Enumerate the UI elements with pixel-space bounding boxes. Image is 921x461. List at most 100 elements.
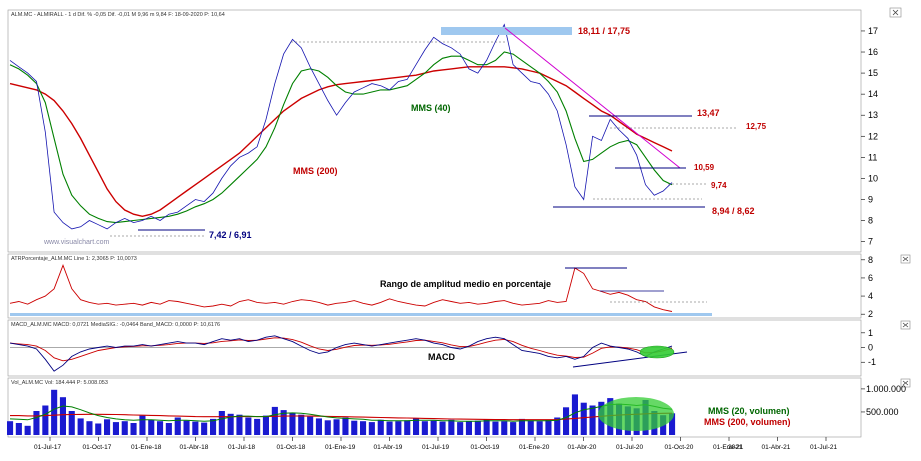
- volume-bar: [580, 402, 587, 435]
- volume-bar: [165, 423, 172, 435]
- volume-bar: [51, 389, 58, 435]
- x-tick-label: 01-Jul-17: [34, 444, 61, 451]
- volume-panel-header: Vol_ALM.MC Vol: 184.444 P: 5.008.053: [11, 380, 108, 386]
- volume-bar: [236, 414, 243, 435]
- x-tick-label: 01-Abr-19: [374, 444, 403, 451]
- volume-bar: [42, 405, 49, 435]
- volume-bar: [210, 418, 217, 435]
- atr-panel-label: Rango de amplitud medio en porcentaje: [380, 279, 551, 289]
- volume-bar: [368, 422, 375, 435]
- volume-bar: [218, 411, 225, 435]
- volume-bar: [554, 417, 561, 435]
- close-icon[interactable]: [900, 254, 911, 264]
- volume-bar: [510, 422, 517, 435]
- macd-highlight-ellipse: [639, 345, 675, 359]
- volume-y-tick-label: 500.000: [866, 407, 899, 417]
- volume-bar: [474, 420, 481, 435]
- resistance-zone-highlight: [441, 27, 572, 35]
- atr-baseline-highlight: [10, 313, 712, 316]
- volume-bar: [157, 421, 164, 435]
- volume-bar: [342, 417, 349, 435]
- atr-y-tick-label: 8: [868, 255, 873, 265]
- volume-bar: [139, 415, 146, 435]
- macd-panel-frame: [7, 319, 862, 377]
- x-tick-label: 01-Ene-21: [713, 444, 744, 451]
- volume-bar: [395, 421, 402, 435]
- volume-bar: [121, 421, 128, 435]
- series-mms-40-line: [9, 51, 673, 224]
- label-mms-40: MMS (40): [411, 103, 451, 113]
- volume-bar: [33, 411, 40, 435]
- series-volume-mms-20-line: [9, 403, 673, 422]
- x-tick-label: 01-Abr-18: [180, 444, 209, 451]
- volume-bar: [501, 421, 508, 435]
- macd-y-tick-label: 1: [868, 328, 873, 338]
- price-y-tick-label: 10: [868, 173, 878, 183]
- macd-y-tick-label: 0: [868, 343, 873, 353]
- atr-y-tick-label: 4: [868, 291, 873, 301]
- atr-panel-frame: [7, 253, 862, 319]
- volume-bar: [404, 420, 411, 435]
- volume-bar: [245, 417, 252, 435]
- volume-bar: [465, 421, 472, 435]
- volume-bar: [68, 411, 75, 435]
- x-tick-label: 01-Oct-20: [665, 444, 694, 451]
- price-panel-header: ALM.MC - ALMIRALL - 1 d Dif. % -0,05 Dif…: [11, 12, 225, 18]
- volume-bar: [130, 423, 137, 435]
- x-tick-label: 01-Oct-19: [471, 444, 500, 451]
- volume-bar: [148, 419, 155, 435]
- volume-label-mms-20: MMS (20, volumen): [708, 406, 790, 416]
- x-tick-label: 01-Abr-20: [568, 444, 597, 451]
- volume-bar: [201, 422, 208, 435]
- volume-bar: [413, 418, 420, 435]
- volume-bar: [448, 419, 455, 435]
- series-macd-line: [9, 335, 673, 372]
- volume-bar: [421, 421, 428, 435]
- atr-y-tick-label: 6: [868, 273, 873, 283]
- x-tick-label: 01-Jul-20: [616, 444, 643, 451]
- volume-bar: [271, 406, 278, 435]
- volume-bar: [439, 421, 446, 435]
- volume-bar: [86, 421, 93, 435]
- axis-ticks: 7891011121314151617246810-11.000.000500.…: [34, 26, 906, 451]
- price-y-tick-label: 11: [868, 152, 877, 162]
- annotation-level-12-75: 12,75: [746, 122, 767, 131]
- volume-bar: [669, 413, 676, 435]
- atr-panel-header: ATRPorcentaje_ALM.MC Line 1: 2,3065 P: 1…: [11, 256, 137, 262]
- series-lines: [9, 23, 673, 422]
- volume-bar: [307, 416, 314, 435]
- watermark: www.visualchart.com: [43, 239, 110, 246]
- volume-bar: [324, 420, 331, 435]
- price-y-tick-label: 7: [868, 237, 873, 247]
- volume-bar: [360, 421, 367, 435]
- series-price-line: [9, 23, 673, 230]
- volume-bar: [24, 425, 31, 435]
- volume-bar: [227, 413, 234, 435]
- close-icon[interactable]: [889, 7, 902, 18]
- price-y-tick-label: 13: [868, 110, 878, 120]
- volume-bar: [183, 420, 190, 435]
- annotation-support-2020: 8,94 / 8,62: [712, 206, 755, 216]
- volume-bar: [77, 418, 84, 435]
- close-icon[interactable]: [900, 378, 911, 388]
- volume-bar: [59, 397, 66, 435]
- volume-bar: [315, 418, 322, 435]
- volume-bar: [174, 417, 181, 435]
- close-icon[interactable]: [900, 320, 911, 330]
- annotation-support-2017: 7,42 / 6,91: [209, 230, 252, 240]
- annotation-level-9-74: 9,74: [711, 181, 727, 190]
- volume-bar: [518, 418, 525, 435]
- volume-bar: [104, 419, 111, 435]
- volume-bar: [492, 421, 499, 435]
- series-mms-200-line: [9, 66, 673, 218]
- volume-bar: [192, 421, 199, 435]
- volume-bar: [483, 419, 490, 435]
- volume-bar: [563, 407, 570, 435]
- price-y-tick-label: 8: [868, 216, 873, 226]
- x-tick-label: 01-Jul-18: [228, 444, 255, 451]
- volume-bar: [536, 421, 543, 435]
- macd-panel-label: MACD: [428, 352, 455, 362]
- atr-y-tick-label: 2: [868, 309, 873, 319]
